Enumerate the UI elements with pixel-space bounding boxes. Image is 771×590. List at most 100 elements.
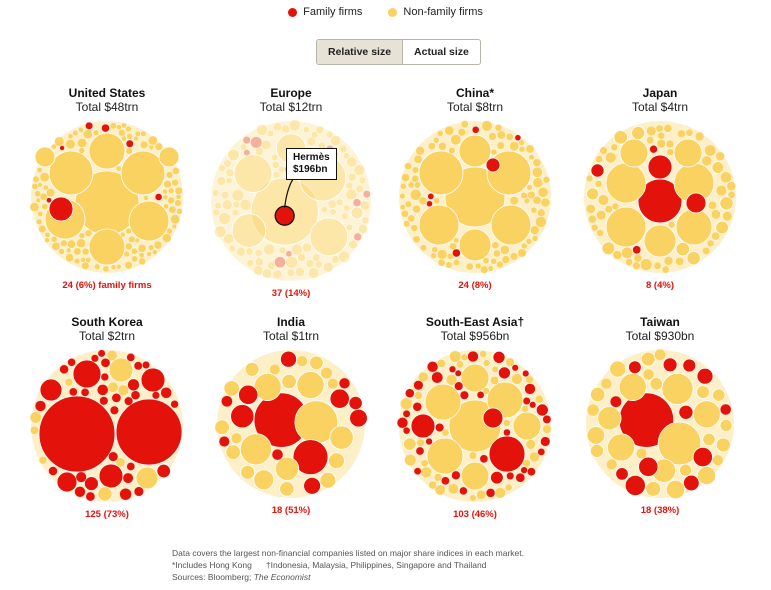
nonfamily-firm-bubble[interactable] bbox=[78, 232, 86, 239]
family-firm-bubble[interactable] bbox=[522, 397, 531, 405]
actual-size-button[interactable]: Actual size bbox=[403, 40, 480, 64]
nonfamily-firm-bubble[interactable] bbox=[610, 143, 618, 151]
nonfamily-firm-bubble[interactable] bbox=[407, 181, 415, 189]
family-firm-bubble[interactable] bbox=[685, 192, 707, 214]
nonfamily-firm-bubble[interactable] bbox=[707, 201, 717, 210]
nonfamily-firm-bubble[interactable] bbox=[445, 261, 453, 269]
nonfamily-firm-bubble[interactable] bbox=[279, 481, 295, 497]
nonfamily-firm-bubble[interactable] bbox=[80, 257, 86, 263]
nonfamily-firm-bubble[interactable] bbox=[434, 484, 446, 496]
nonfamily-firm-bubble[interactable] bbox=[44, 231, 51, 238]
nonfamily-firm-bubble[interactable] bbox=[240, 143, 248, 151]
nonfamily-firm-bubble[interactable] bbox=[428, 480, 437, 490]
family-firm-bubble[interactable] bbox=[274, 256, 286, 268]
nonfamily-firm-bubble[interactable] bbox=[531, 235, 539, 242]
family-firm-bubble[interactable] bbox=[271, 448, 284, 461]
nonfamily-firm-bubble[interactable] bbox=[595, 155, 604, 164]
nonfamily-firm-bubble[interactable] bbox=[438, 142, 447, 151]
nonfamily-firm-bubble[interactable] bbox=[315, 260, 323, 269]
nonfamily-firm-bubble[interactable] bbox=[171, 223, 177, 230]
nonfamily-firm-bubble[interactable] bbox=[433, 136, 440, 144]
relative-size-button[interactable]: Relative size bbox=[317, 40, 404, 64]
nonfamily-firm-bubble[interactable] bbox=[128, 235, 136, 244]
nonfamily-firm-bubble[interactable] bbox=[532, 195, 542, 205]
family-firm-bubble[interactable] bbox=[413, 467, 422, 475]
nonfamily-firm-bubble[interactable] bbox=[726, 181, 737, 191]
nonfamily-firm-bubble[interactable] bbox=[646, 136, 655, 144]
nonfamily-firm-bubble[interactable] bbox=[456, 360, 464, 369]
nonfamily-firm-bubble[interactable] bbox=[631, 125, 646, 140]
family-firm-bubble[interactable] bbox=[451, 470, 461, 480]
nonfamily-firm-bubble[interactable] bbox=[706, 239, 715, 248]
nonfamily-firm-bubble[interactable] bbox=[675, 208, 713, 246]
nonfamily-firm-bubble[interactable] bbox=[148, 244, 155, 251]
family-firm-bubble[interactable] bbox=[425, 437, 433, 446]
nonfamily-firm-bubble[interactable] bbox=[596, 229, 604, 237]
nonfamily-firm-bubble[interactable] bbox=[31, 183, 39, 190]
nonfamily-firm-bubble[interactable] bbox=[244, 361, 260, 377]
family-firm-bubble[interactable] bbox=[124, 396, 134, 406]
nonfamily-firm-bubble[interactable] bbox=[54, 136, 65, 147]
nonfamily-firm-bubble[interactable] bbox=[509, 252, 519, 261]
nonfamily-firm-bubble[interactable] bbox=[502, 419, 511, 427]
nonfamily-firm-bubble[interactable] bbox=[418, 371, 429, 383]
family-firm-bubble[interactable] bbox=[615, 467, 629, 481]
nonfamily-firm-bubble[interactable] bbox=[133, 135, 139, 142]
family-firm-bubble[interactable] bbox=[448, 365, 457, 373]
nonfamily-firm-bubble[interactable] bbox=[677, 129, 686, 139]
nonfamily-firm-bubble[interactable] bbox=[116, 264, 122, 270]
nonfamily-firm-bubble[interactable] bbox=[233, 154, 273, 193]
nonfamily-firm-bubble[interactable] bbox=[72, 130, 79, 137]
nonfamily-firm-bubble[interactable] bbox=[305, 259, 315, 268]
nonfamily-firm-bubble[interactable] bbox=[266, 129, 274, 137]
nonfamily-firm-bubble[interactable] bbox=[118, 129, 126, 137]
nonfamily-firm-bubble[interactable] bbox=[163, 179, 172, 189]
nonfamily-firm-bubble[interactable] bbox=[353, 164, 365, 176]
family-firm-bubble[interactable] bbox=[46, 197, 52, 203]
nonfamily-firm-bubble[interactable] bbox=[436, 359, 446, 368]
nonfamily-firm-bubble[interactable] bbox=[341, 212, 349, 220]
nonfamily-firm-bubble[interactable] bbox=[330, 135, 341, 146]
nonfamily-firm-bubble[interactable] bbox=[263, 243, 275, 256]
nonfamily-firm-bubble[interactable] bbox=[491, 241, 500, 250]
nonfamily-firm-bubble[interactable] bbox=[48, 150, 94, 196]
nonfamily-firm-bubble[interactable] bbox=[505, 133, 514, 141]
nonfamily-firm-bubble[interactable] bbox=[413, 181, 421, 189]
nonfamily-firm-bubble[interactable] bbox=[411, 174, 420, 183]
nonfamily-firm-bubble[interactable] bbox=[227, 148, 240, 162]
nonfamily-firm-bubble[interactable] bbox=[697, 466, 717, 486]
nonfamily-firm-bubble[interactable] bbox=[223, 233, 235, 244]
nonfamily-firm-bubble[interactable] bbox=[239, 433, 272, 466]
family-firm-bubble[interactable] bbox=[39, 378, 63, 402]
nonfamily-firm-bubble[interactable] bbox=[328, 452, 345, 470]
nonfamily-firm-bubble[interactable] bbox=[719, 196, 734, 211]
nonfamily-firm-bubble[interactable] bbox=[712, 454, 724, 466]
nonfamily-firm-bubble[interactable] bbox=[437, 249, 448, 260]
nonfamily-firm-bubble[interactable] bbox=[609, 360, 627, 378]
nonfamily-firm-bubble[interactable] bbox=[407, 214, 416, 223]
nonfamily-firm-bubble[interactable] bbox=[64, 377, 74, 387]
nonfamily-firm-bubble[interactable] bbox=[51, 143, 57, 150]
nonfamily-firm-bubble[interactable] bbox=[487, 265, 494, 272]
nonfamily-firm-bubble[interactable] bbox=[490, 376, 499, 385]
nonfamily-firm-bubble[interactable] bbox=[665, 479, 686, 500]
nonfamily-firm-bubble[interactable] bbox=[361, 216, 370, 225]
nonfamily-firm-bubble[interactable] bbox=[315, 125, 325, 134]
nonfamily-firm-bubble[interactable] bbox=[445, 374, 458, 386]
nonfamily-firm-bubble[interactable] bbox=[715, 185, 727, 197]
nonfamily-firm-bubble[interactable] bbox=[694, 131, 705, 142]
nonfamily-firm-bubble[interactable] bbox=[34, 146, 56, 168]
nonfamily-firm-bubble[interactable] bbox=[162, 188, 168, 195]
nonfamily-firm-bubble[interactable] bbox=[115, 165, 122, 172]
nonfamily-firm-bubble[interactable] bbox=[37, 211, 44, 217]
nonfamily-firm-bubble[interactable] bbox=[727, 191, 736, 199]
nonfamily-firm-bubble[interactable] bbox=[115, 457, 126, 468]
nonfamily-firm-bubble[interactable] bbox=[77, 138, 87, 148]
nonfamily-firm-bubble[interactable] bbox=[517, 248, 527, 258]
nonfamily-firm-bubble[interactable] bbox=[597, 194, 609, 206]
nonfamily-firm-bubble[interactable] bbox=[261, 139, 272, 150]
nonfamily-firm-bubble[interactable] bbox=[34, 190, 41, 197]
nonfamily-firm-bubble[interactable] bbox=[329, 208, 337, 216]
family-firm-bubble[interactable] bbox=[362, 190, 371, 199]
nonfamily-firm-bubble[interactable] bbox=[526, 184, 533, 191]
